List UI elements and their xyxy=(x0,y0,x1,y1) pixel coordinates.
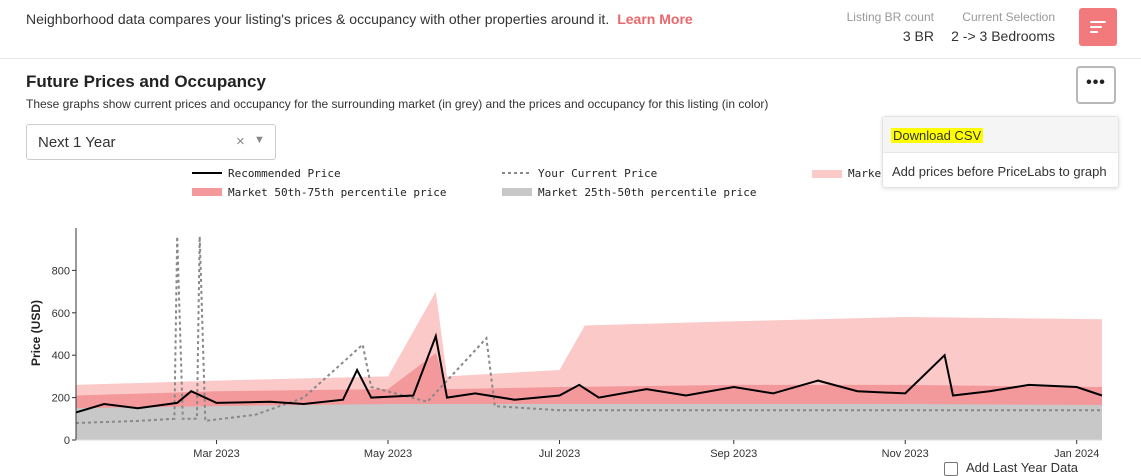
y-tick-label: 600 xyxy=(52,308,70,320)
legend-25-50[interactable]: Market 25th-50th percentile price xyxy=(538,186,757,199)
legend-swatch-25-50 xyxy=(502,188,532,196)
neighborhood-info: Neighborhood data compares your listing'… xyxy=(26,11,693,27)
add-last-year-toggle[interactable]: Add Last Year Data xyxy=(944,460,1078,476)
chevron-down-icon[interactable]: ▼ xyxy=(254,134,265,146)
listing-br-count: Listing BR count 3 BR xyxy=(836,10,934,44)
x-tick-label: Sep 2023 xyxy=(710,448,757,460)
series-current-price-line xyxy=(75,236,1102,424)
x-tick-label: May 2023 xyxy=(364,448,412,460)
menu-item-add-prices[interactable]: Add prices before PriceLabs to graph xyxy=(883,153,1118,187)
legend-swatch-current xyxy=(502,172,532,174)
y-tick-label: 0 xyxy=(64,435,70,447)
x-tick-label: Nov 2023 xyxy=(882,448,929,460)
menu-item-download-csv[interactable]: Download CSV xyxy=(883,117,1118,153)
y-tick-label: 400 xyxy=(52,350,70,362)
ellipsis-icon: ••• xyxy=(1086,74,1106,91)
x-tick-label: Jan 2024 xyxy=(1054,448,1099,460)
y-axis-label: Price (USD) xyxy=(29,300,43,366)
menu-item-add-prices-label: Add prices before PriceLabs to graph xyxy=(892,164,1107,179)
legend-recommended[interactable]: Recommended Price xyxy=(228,167,341,180)
x-tick-label: Jul 2023 xyxy=(539,448,581,460)
filter-button[interactable] xyxy=(1079,8,1117,46)
x-tick-label: Mar 2023 xyxy=(193,448,239,460)
current-selection: Current Selection 2 -> 3 Bedrooms xyxy=(946,10,1055,44)
neighborhood-info-text: Neighborhood data compares your listing'… xyxy=(26,11,610,27)
menu-item-download-csv-label: Download CSV xyxy=(891,128,984,143)
chart-axes: 0 200 400 600 800 Mar 2023 May 2023 Jul 2023 Sep… xyxy=(52,228,1102,460)
legend-swatch-50-75 xyxy=(192,188,222,196)
clear-icon[interactable]: × xyxy=(236,133,245,150)
learn-more-link[interactable]: Learn More xyxy=(617,11,693,27)
legend-50-75[interactable]: Market 50th-75th percentile price xyxy=(228,186,447,199)
legend-market-light[interactable]: Marke xyxy=(848,167,882,180)
current-selection-value: 2 -> 3 Bedrooms xyxy=(951,28,1055,44)
more-options-menu: Download CSV Add prices before PriceLabs… xyxy=(882,116,1119,188)
time-range-select[interactable]: Next 1 Year × ▼ xyxy=(26,124,276,160)
chart-bands xyxy=(76,291,1102,440)
y-tick-label: 200 xyxy=(52,393,70,405)
legend-current[interactable]: Your Current Price xyxy=(538,167,658,180)
price-chart[interactable]: 0 200 400 600 800 Mar 2023 May 2023 Jul 2023 Sep… xyxy=(0,215,1141,469)
legend-swatch-recommended xyxy=(192,172,222,174)
section-subtitle: These graphs show current prices and occ… xyxy=(26,97,769,111)
series-recommended-price-line xyxy=(75,332,1103,414)
time-range-value: Next 1 Year xyxy=(38,134,116,151)
add-last-year-label: Add Last Year Data xyxy=(966,460,1079,475)
band-market-25-50 xyxy=(76,404,1102,440)
top-info-bar: Neighborhood data compares your listing'… xyxy=(0,0,1141,59)
y-tick-label: 800 xyxy=(52,265,70,277)
listing-br-label: Listing BR count xyxy=(846,10,934,24)
legend-swatch-market-light xyxy=(812,170,842,178)
more-options-button[interactable]: ••• xyxy=(1076,66,1116,104)
listing-br-value: 3 BR xyxy=(902,28,934,44)
section-title: Future Prices and Occupancy xyxy=(26,72,266,91)
current-selection-label: Current Selection xyxy=(962,10,1055,24)
chart-lines xyxy=(75,236,1103,424)
